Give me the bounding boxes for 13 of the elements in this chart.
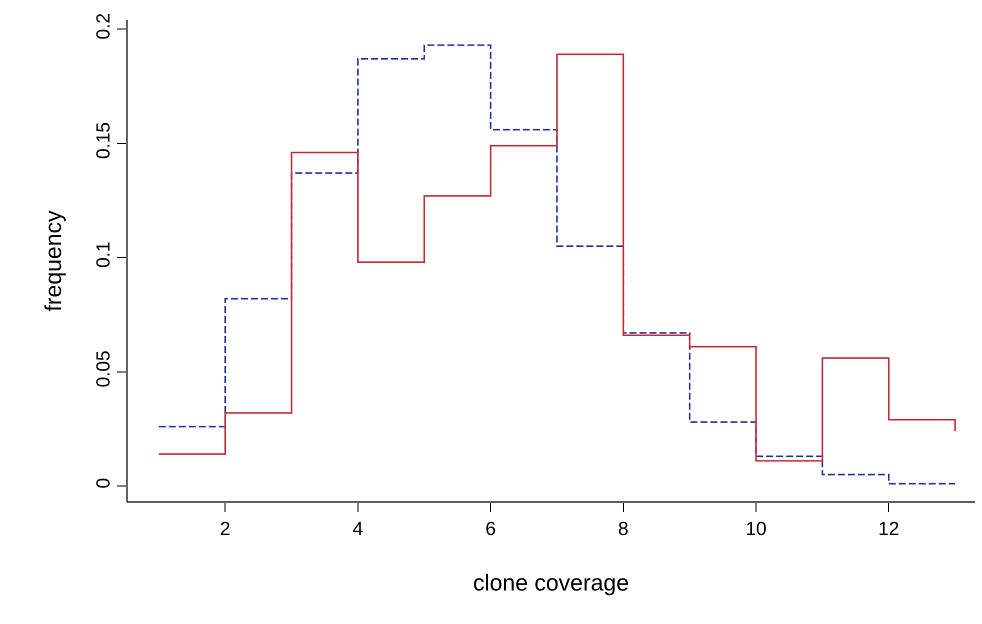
x-tick-label: 6 bbox=[485, 518, 496, 540]
x-tick-label: 2 bbox=[220, 518, 230, 540]
y-tick-label: 0 bbox=[93, 478, 114, 488]
y-tick-label: 0.1 bbox=[93, 242, 114, 268]
x-tick-label: 8 bbox=[618, 518, 629, 540]
x-tick-label: 12 bbox=[878, 518, 900, 540]
y-tick-label: 0.05 bbox=[93, 350, 114, 388]
y-tick-label: 0.15 bbox=[93, 122, 114, 159]
y-tick-label: 0.2 bbox=[93, 13, 114, 40]
x-tick-label: 10 bbox=[745, 518, 767, 540]
x-axis-title: clone coverage bbox=[473, 569, 629, 596]
y-axis-title: frequency bbox=[40, 210, 66, 312]
x-tick-label: 4 bbox=[352, 518, 364, 540]
